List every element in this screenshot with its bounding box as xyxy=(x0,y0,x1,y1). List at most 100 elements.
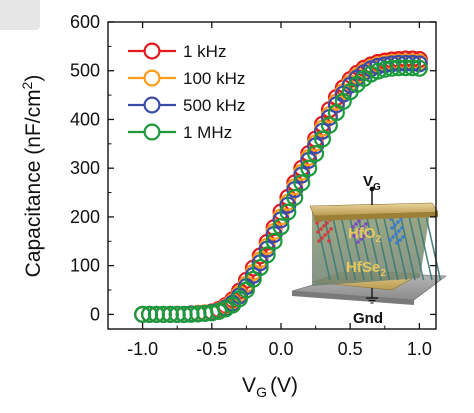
data-point xyxy=(314,130,332,148)
lattice-line xyxy=(315,217,331,281)
y-tick-label: 0 xyxy=(90,304,100,324)
atom-dot xyxy=(391,235,395,239)
atom-dot xyxy=(326,230,330,234)
lattice-line xyxy=(417,217,433,281)
y-tick-label: 300 xyxy=(70,158,100,178)
data-point xyxy=(307,145,325,163)
plot-area xyxy=(134,50,428,323)
lattice-line xyxy=(408,217,425,281)
legend-entry: 500 kHz xyxy=(128,96,245,115)
x-tick-label: -1.0 xyxy=(127,339,158,359)
legend-marker xyxy=(143,69,161,87)
data-point xyxy=(272,218,290,236)
data-point xyxy=(404,59,422,77)
lattice-line xyxy=(323,217,340,281)
legend-label: 1 MHz xyxy=(183,123,232,142)
data-point xyxy=(293,174,311,192)
data-point xyxy=(258,246,276,264)
legend-entry: 1 MHz xyxy=(128,123,232,142)
lattice-line xyxy=(425,217,442,281)
series-1-mhz xyxy=(134,59,428,323)
gate-terminal xyxy=(369,186,375,192)
y-tick-label: 100 xyxy=(70,256,100,276)
lattice-line xyxy=(340,217,357,281)
atom-dot xyxy=(365,231,369,235)
atom-dot xyxy=(397,229,401,233)
legend-marker xyxy=(143,42,161,60)
substrate-edge xyxy=(292,291,414,305)
x-tick-label: 0.0 xyxy=(268,339,293,359)
channel-label: HfSe2 xyxy=(346,259,386,279)
atom-dot xyxy=(323,233,327,237)
data-point xyxy=(320,116,338,134)
plot-frame xyxy=(107,21,437,330)
atom-dot xyxy=(319,227,323,231)
atom-dot xyxy=(356,240,360,244)
atom-dot xyxy=(361,225,365,229)
atom-dot xyxy=(316,230,320,234)
y-tick-label: 500 xyxy=(70,61,100,81)
atom-dot xyxy=(359,237,363,241)
data-point xyxy=(265,232,283,250)
lattice-line xyxy=(366,217,382,281)
data-point xyxy=(300,159,318,177)
y-axis-title: Capacitance (nF/cm2) xyxy=(19,75,45,278)
legend-label: 1 kHz xyxy=(183,42,226,61)
atom-dot xyxy=(396,220,400,224)
data-point xyxy=(286,188,304,206)
atom-dot xyxy=(327,239,331,243)
x-axis-title: VG (V) xyxy=(242,374,298,400)
lattice-line xyxy=(332,217,348,281)
y-tick-label: 600 xyxy=(70,12,100,32)
top-electrode-edge xyxy=(314,212,438,221)
data-point xyxy=(279,203,297,221)
atom-dot xyxy=(357,219,361,223)
atom-dot xyxy=(390,226,394,230)
atom-dot xyxy=(354,222,358,226)
legend-label: 500 kHz xyxy=(183,96,245,115)
atom-dot xyxy=(351,225,355,229)
axis-titles: VG (V) Capacitance (nF/cm2) xyxy=(19,75,298,400)
panel-label-tab xyxy=(0,0,40,30)
x-tick-label: 0.5 xyxy=(338,339,363,359)
atom-dot xyxy=(393,223,397,227)
atom-dot xyxy=(398,238,402,242)
atom-dot xyxy=(325,221,329,225)
legend-marker xyxy=(143,123,161,141)
atom-dot xyxy=(355,231,359,235)
atom-dot xyxy=(364,222,368,226)
legend-marker xyxy=(143,96,161,114)
lattice-line xyxy=(374,217,391,281)
x-tick-label: 1.0 xyxy=(407,339,432,359)
atom-dot xyxy=(394,232,398,236)
x-tick-label: -0.5 xyxy=(196,339,227,359)
lattice-line xyxy=(357,217,374,281)
legend-entry: 1 kHz xyxy=(128,42,226,61)
ground-label: Gnd xyxy=(353,310,383,327)
axes: 0 100 200 300 400 500 600 -1.0 -0.5 0.0 0.5 1.0 xyxy=(70,12,437,359)
y-tick-label: 400 xyxy=(70,109,100,129)
atom-dot xyxy=(322,224,326,228)
data-point xyxy=(410,59,428,77)
y-tick-label: 200 xyxy=(70,207,100,227)
atom-dot xyxy=(362,234,366,238)
atom-dot xyxy=(395,241,399,245)
atom-dot xyxy=(400,226,404,230)
data-point xyxy=(251,259,269,277)
device-schematic-inset: VG HfO2 HfSe2 Gnd xyxy=(291,173,447,327)
atom-dot xyxy=(315,221,319,225)
legend-label: 100 kHz xyxy=(183,69,245,88)
legend: 1 kHz 100 kHz 500 kHz 1 MHz xyxy=(128,42,245,142)
gate-label: VG xyxy=(363,173,381,193)
atom-dot xyxy=(317,239,321,243)
atom-dot xyxy=(401,235,405,239)
lattice-line xyxy=(383,217,399,281)
legend-entry: 100 kHz xyxy=(128,69,245,88)
oxide-label: HfO2 xyxy=(348,225,382,245)
lattice-line xyxy=(391,217,408,281)
atom-dot xyxy=(329,227,333,231)
atom-dot xyxy=(388,238,392,242)
atom-dot xyxy=(352,234,356,238)
atom-dot xyxy=(358,228,362,232)
